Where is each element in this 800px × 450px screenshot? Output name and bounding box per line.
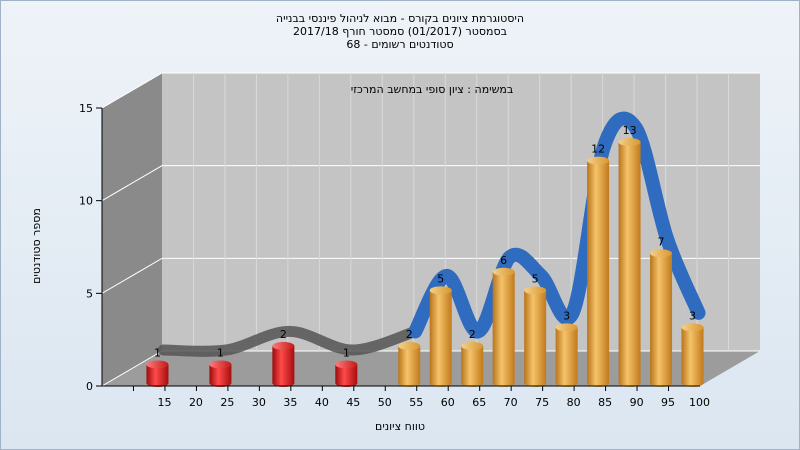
bar-60: 5 [429,272,452,387]
gridline-h-2 [101,165,760,202]
gridline-h-3 [101,72,760,109]
data-label-65: 2 [469,328,476,341]
bar-80: 3 [555,309,578,387]
y-axis: 0 5 10 15 [79,102,103,393]
bar-45: 1 [335,346,358,387]
trend-ribbon-low [157,325,421,357]
chart-side-wall [102,73,162,386]
x-tick-70: 70 [504,396,518,409]
x-tick-100: 100 [689,396,710,409]
bar-90: 13 [618,124,641,387]
x-tick-55: 55 [409,396,423,409]
chart-annotation: במשימה : ציון סופי במחשב המרכזי [351,83,514,96]
gridlines [101,72,760,387]
data-label-85: 12 [591,143,605,156]
y-tick-0: 0 [86,380,93,393]
data-label-45: 1 [343,346,350,359]
trend-ribbon [157,111,706,357]
data-label-25: 1 [217,346,224,359]
bar-15: 1 [146,346,169,387]
data-label-80: 3 [563,309,570,322]
bar-55: 2 [398,328,421,387]
data-label-95: 7 [658,235,665,248]
chart-title-line-2: בסמסטר (01/2017) סמסטר חורף 2017/18 [293,25,507,38]
x-tick-65: 65 [472,396,486,409]
bar-75: 5 [524,272,547,387]
x-tick-60: 60 [441,396,455,409]
data-label-55: 2 [406,328,413,341]
x-tick-50: 50 [378,396,392,409]
x-axis: 15 20 25 30 35 40 45 50 55 60 65 70 75 80 85 90 95 100 [102,385,710,409]
x-tick-80: 80 [567,396,581,409]
x-tick-95: 95 [661,396,675,409]
data-label-60: 5 [437,272,444,285]
x-tick-30: 30 [252,396,266,409]
x-tick-25: 25 [220,396,234,409]
bar-25: 1 [209,346,232,387]
gridline-h-1 [101,257,760,294]
chart-title-line-3: סטודנטים רשומים - 68 [346,38,454,51]
data-label-35: 2 [280,328,287,341]
bar-70: 6 [492,254,515,387]
y-tick-15: 15 [79,102,93,115]
y-axis-label: מספר סטודנטים [30,208,43,284]
x-tick-85: 85 [598,396,612,409]
data-label-90: 13 [623,124,637,137]
x-tick-20: 20 [189,396,203,409]
bar-95: 7 [650,235,673,387]
data-label-100: 3 [689,309,696,322]
x-tick-90: 90 [630,396,644,409]
y-tick-10: 10 [79,195,93,208]
x-tick-75: 75 [535,396,549,409]
x-axis-label: טווח ציונים [375,420,425,433]
bar-65: 2 [461,328,484,387]
x-tick-45: 45 [346,396,360,409]
bar-85: 12 [587,143,610,387]
data-label-15: 1 [154,346,161,359]
bar-35: 2 [272,328,295,387]
trend-ribbon-high [408,111,706,339]
x-tick-35: 35 [283,396,297,409]
y-tick-5: 5 [86,287,93,300]
data-label-70: 6 [500,254,507,267]
chart-title-line-1: היסטוגרמת ציונים בקורס - מבוא לניהול פינ… [275,12,525,25]
data-label-75: 5 [532,272,539,285]
x-tick-40: 40 [315,396,329,409]
x-tick-15: 15 [157,396,171,409]
bar-100: 3 [681,309,704,387]
